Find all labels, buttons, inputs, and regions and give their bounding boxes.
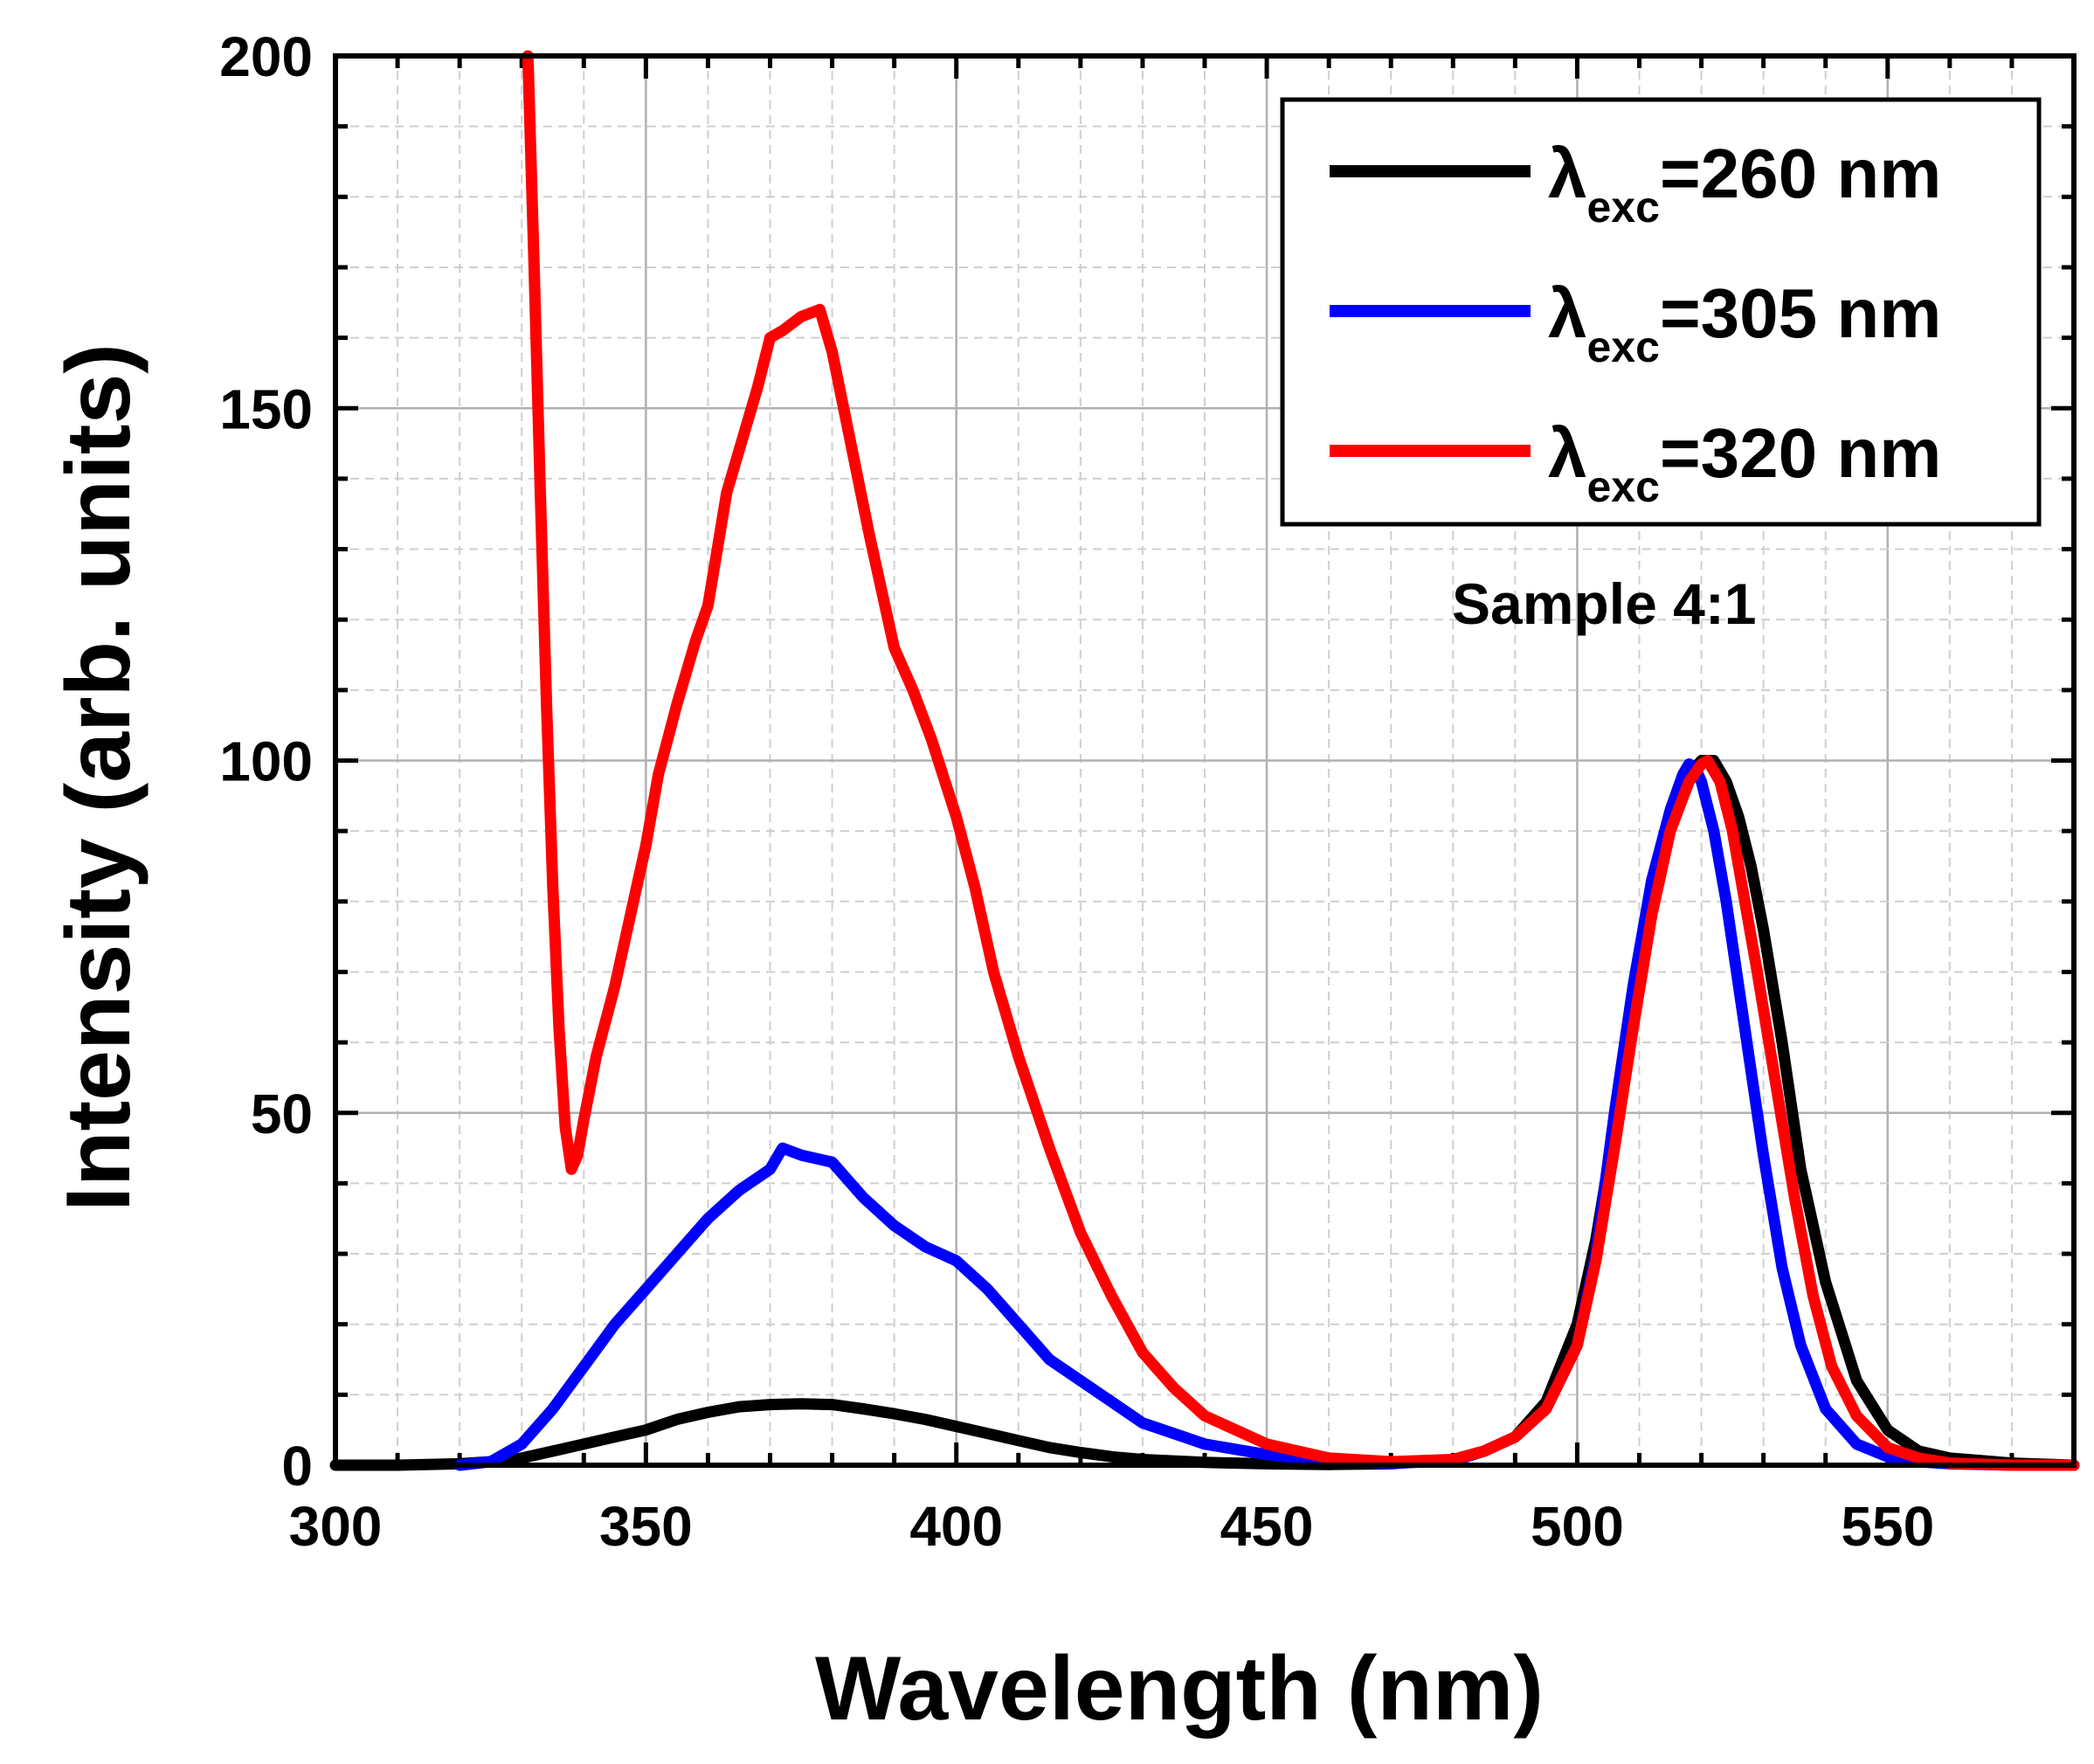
y-tick-label: 200 bbox=[219, 25, 313, 88]
series-line-2 bbox=[522, 50, 2080, 1471]
tick-labels: 300 350 400 450 500 550 0 50 100 150 200 bbox=[219, 25, 1934, 1558]
x-tick-label: 550 bbox=[1841, 1495, 1934, 1558]
legend-label-320: λexc=320 nm bbox=[1548, 414, 1941, 511]
x-tick-label: 400 bbox=[909, 1495, 1003, 1558]
plot-frame bbox=[333, 53, 2077, 1468]
legend-label-260: λexc=260 nm bbox=[1548, 135, 1941, 232]
y-axis-title: Intensity (arb. units) bbox=[48, 343, 149, 1212]
legend-label-305: λexc=305 nm bbox=[1548, 274, 1941, 371]
sample-annotation: Sample 4:1 bbox=[1452, 571, 1757, 636]
x-axis-title: Wavelength (nm) bbox=[815, 1638, 1544, 1740]
legend-entry-305: λexc=305 nm bbox=[1330, 274, 1941, 371]
legend: λexc=260 nm λexc=305 nm λexc=320 nm bbox=[1280, 97, 2042, 527]
y-tick-label: 0 bbox=[281, 1435, 313, 1498]
y-tick-label: 150 bbox=[219, 377, 313, 440]
x-tick-label: 350 bbox=[599, 1495, 693, 1558]
y-tick-label: 50 bbox=[251, 1083, 313, 1145]
legend-entry-260: λexc=260 nm bbox=[1330, 135, 1941, 232]
x-tick-label: 500 bbox=[1531, 1495, 1624, 1558]
y-tick-label: 100 bbox=[219, 730, 313, 793]
x-tick-label: 300 bbox=[289, 1495, 383, 1558]
legend-entry-320: λexc=320 nm bbox=[1330, 414, 1941, 511]
x-tick-label: 450 bbox=[1220, 1495, 1314, 1558]
